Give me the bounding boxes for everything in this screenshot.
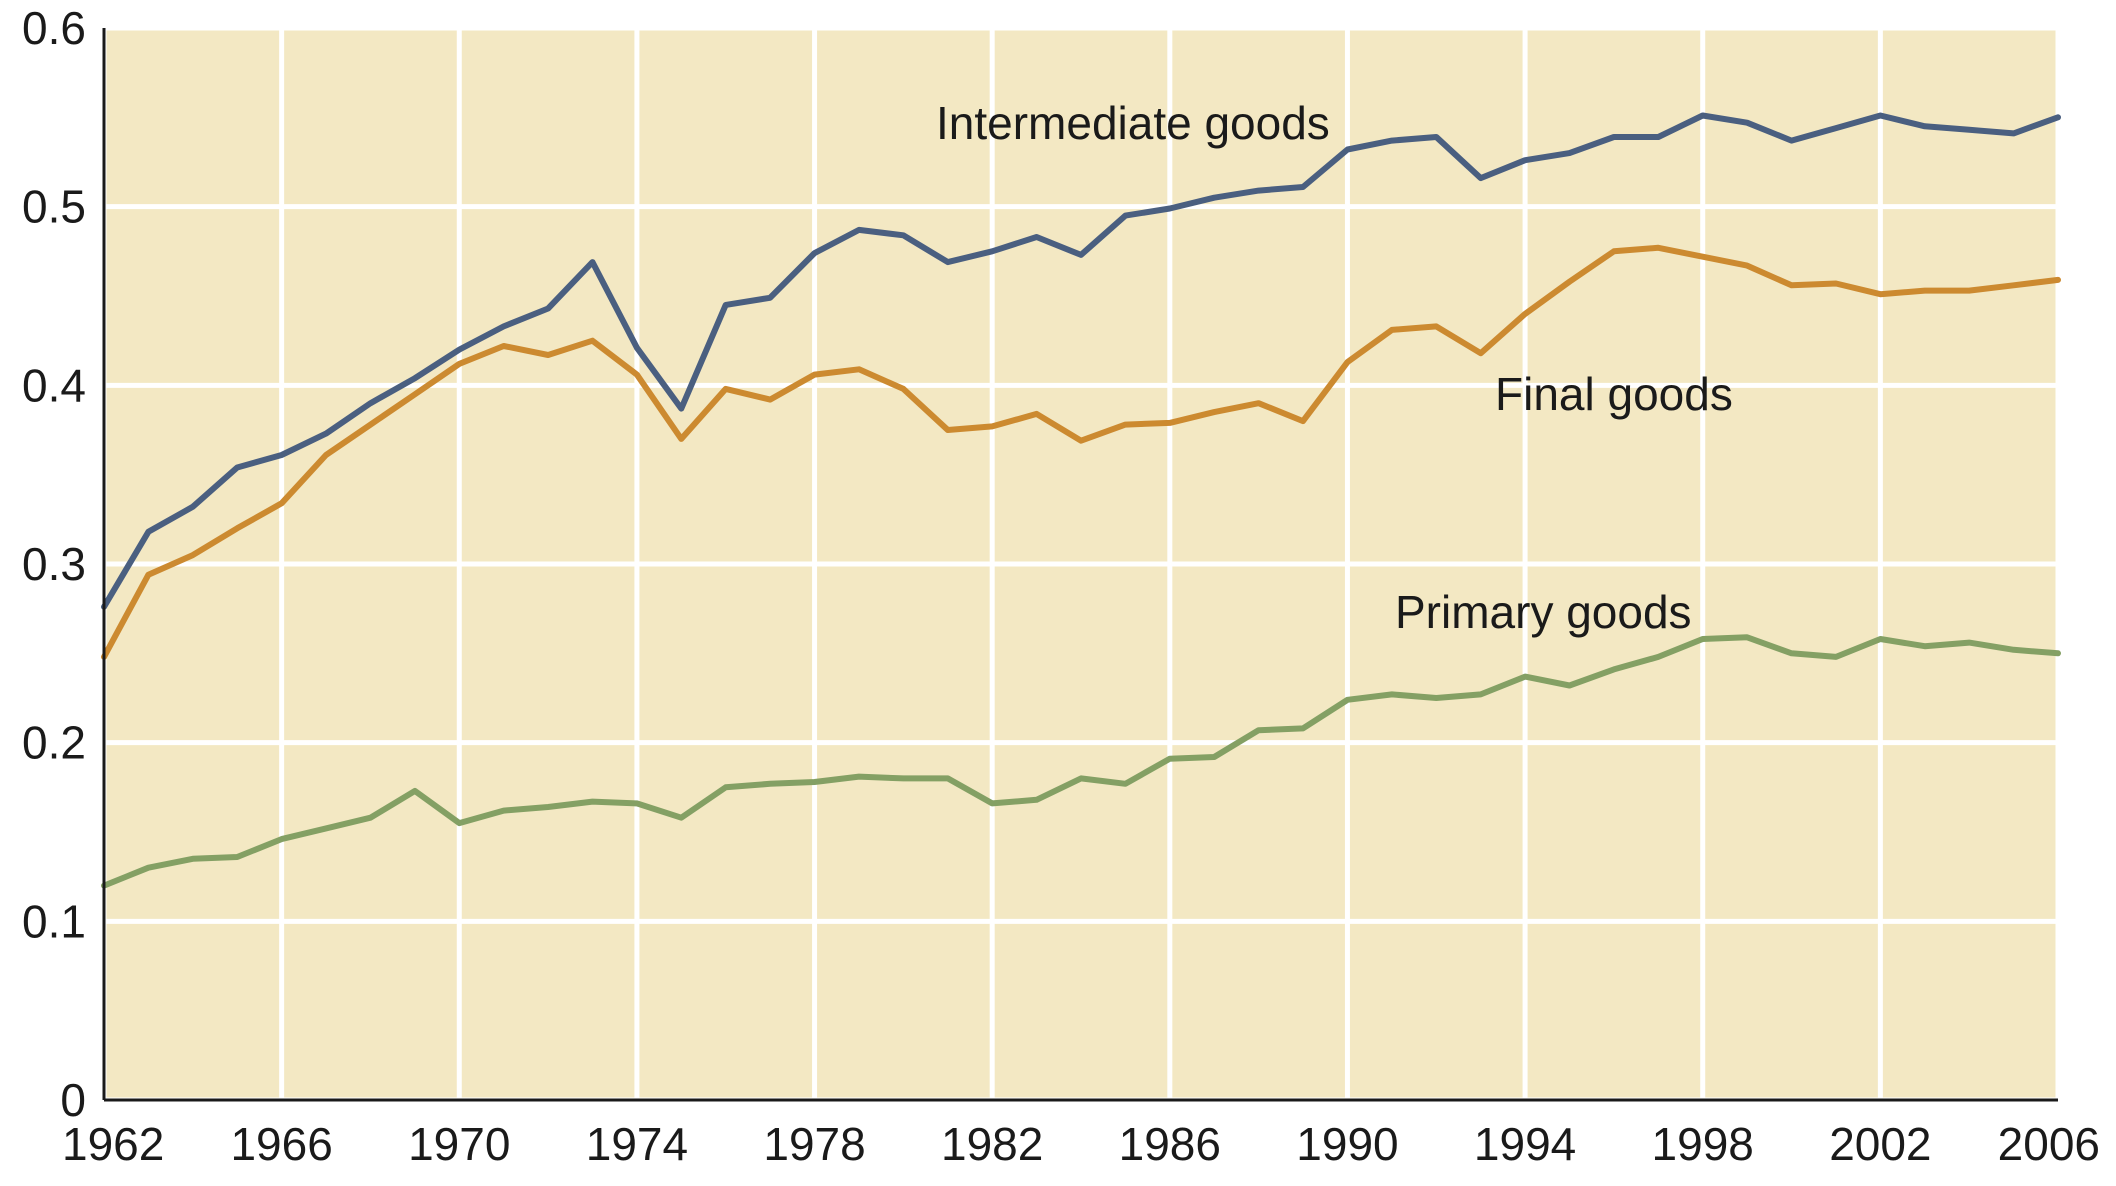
series-label-final-goods: Final goods <box>1495 368 1733 420</box>
y-tick-labels: 0 0.1 0.2 0.3 0.4 0.5 0.6 <box>22 2 86 1126</box>
y-tick-label: 0.3 <box>22 538 86 590</box>
y-tick-label: 0.2 <box>22 717 86 769</box>
series-line-final-goods <box>101 244 2061 660</box>
x-tick-label: 1994 <box>1474 1118 1576 1170</box>
y-tick-label: 0.1 <box>22 895 86 947</box>
x-tick-labels: 1962 1966 1970 1974 1978 1982 1986 1990 1994 1998… <box>62 1118 2100 1170</box>
series-line-primary-goods <box>101 634 2061 889</box>
x-tick-label: 1974 <box>586 1118 688 1170</box>
y-tick-label: 0.4 <box>22 359 86 411</box>
x-tick-label: 1990 <box>1296 1118 1398 1170</box>
series-lines <box>101 112 2061 889</box>
x-tick-label: 1978 <box>763 1118 865 1170</box>
y-tick-label: 0 <box>60 1074 86 1126</box>
x-tick-label: 1970 <box>408 1118 510 1170</box>
series-label-intermediate-goods: Intermediate goods <box>936 97 1330 149</box>
x-tick-label: 1962 <box>62 1118 164 1170</box>
x-tick-label: 1986 <box>1119 1118 1221 1170</box>
series-line-intermediate-goods <box>101 112 2061 610</box>
x-tick-label: 2002 <box>1829 1118 1931 1170</box>
x-tick-label: 1998 <box>1652 1118 1754 1170</box>
series-label-primary-goods: Primary goods <box>1395 586 1692 638</box>
x-tick-label: 1966 <box>230 1118 332 1170</box>
x-tick-label: 2006 <box>1998 1118 2100 1170</box>
y-tick-label: 0.5 <box>22 181 86 233</box>
y-tick-label: 0.6 <box>22 2 86 54</box>
x-tick-label: 1982 <box>941 1118 1043 1170</box>
